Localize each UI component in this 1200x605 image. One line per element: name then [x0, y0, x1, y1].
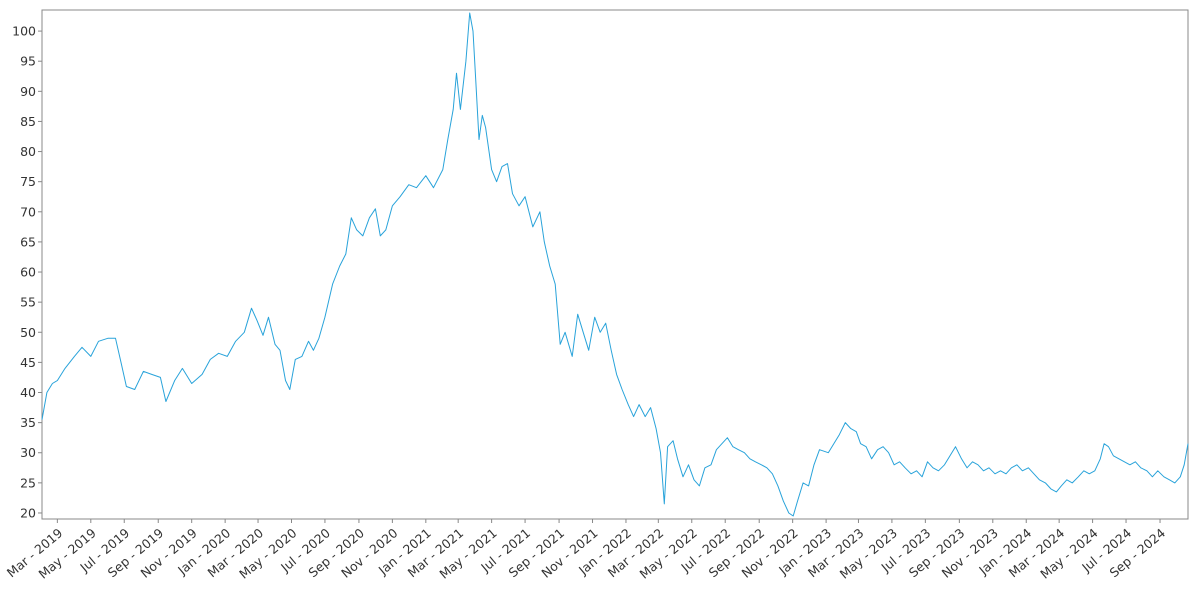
y-tick-label: 75	[20, 174, 36, 189]
y-tick-label: 65	[20, 234, 36, 249]
y-tick-label: 80	[20, 144, 36, 159]
plot-area-frame	[41, 9, 1189, 520]
y-tick-label: 70	[20, 204, 36, 219]
y-tick-label: 55	[20, 295, 36, 310]
y-tick-label: 45	[20, 355, 36, 370]
y-tick-label: 35	[20, 415, 36, 430]
y-tick-label: 60	[20, 265, 36, 280]
y-tick-label: 100	[12, 24, 36, 39]
y-tick-label: 25	[20, 475, 36, 490]
y-tick-label: 85	[20, 114, 36, 129]
y-axis: 20 25 30 35 40 45 50 55 60 65 70 75 80 85 90 95 100	[12, 24, 42, 520]
price-series-line	[41, 12, 1189, 517]
y-tick-label: 20	[20, 505, 36, 520]
y-tick-label: 95	[20, 54, 36, 69]
y-tick-label: 50	[20, 325, 36, 340]
y-tick-label: 40	[20, 385, 36, 400]
y-tick-label: 90	[20, 84, 36, 99]
y-tick-label: 30	[20, 445, 36, 460]
